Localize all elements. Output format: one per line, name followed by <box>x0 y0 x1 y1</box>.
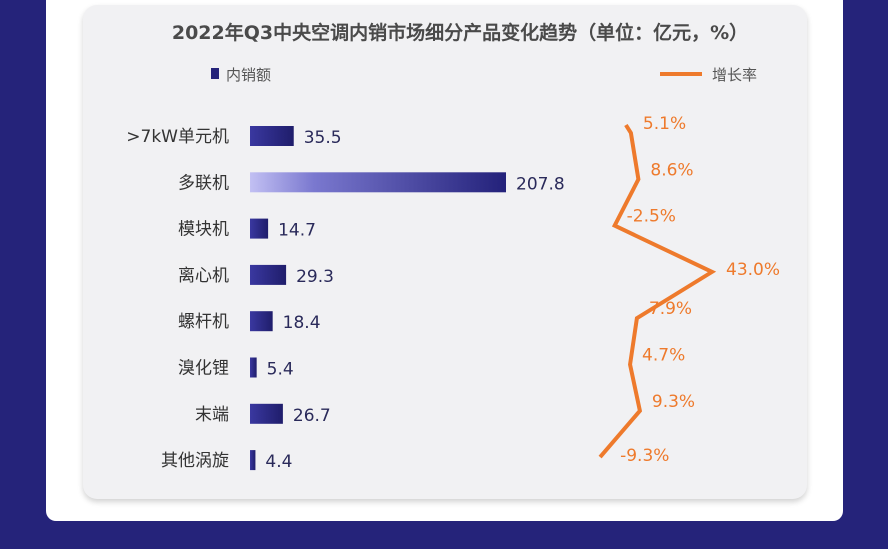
category-label: 离心机 <box>178 266 229 286</box>
category-label: 螺杆机 <box>178 312 229 332</box>
bar <box>250 264 287 285</box>
bar <box>250 126 294 146</box>
bar <box>250 218 269 239</box>
category-label: 模块机 <box>178 220 229 240</box>
category-label: >7kW单元机 <box>126 127 229 147</box>
bar-value-label: 5.4 <box>267 360 294 380</box>
bar-value-label: 18.4 <box>283 313 321 333</box>
bar-value-label: 207.8 <box>516 174 565 194</box>
bar-value-label: 29.3 <box>296 267 334 287</box>
growth-rate-label: 8.6% <box>650 160 693 180</box>
category-label: 溴化锂 <box>178 359 229 379</box>
legend-bar-label: 内销额 <box>226 66 271 84</box>
growth-rate-label: 7.9% <box>649 299 692 319</box>
chart-title: 2022年Q3中央空调内销市场细分产品变化趋势（单位：亿元，%） <box>172 21 748 44</box>
bar-value-label: 4.4 <box>265 452 292 472</box>
bar <box>250 403 283 424</box>
legend-bar-swatch <box>211 68 219 79</box>
category-label: 末端 <box>195 405 229 425</box>
bar-value-label: 35.5 <box>304 128 342 148</box>
category-label: 其他涡旋 <box>161 451 229 471</box>
bar <box>250 450 256 471</box>
growth-rate-label: 5.1% <box>643 114 686 134</box>
growth-rate-label: 9.3% <box>652 392 695 412</box>
growth-rate-label: -9.3% <box>620 446 669 466</box>
bar <box>250 357 257 378</box>
bar <box>250 311 273 332</box>
legend-line-label: 增长率 <box>712 66 757 84</box>
growth-rate-line <box>598 123 717 459</box>
bar <box>250 172 506 193</box>
growth-rate-label: 43.0% <box>726 260 780 280</box>
growth-rate-label: 4.7% <box>642 346 685 366</box>
chart-card <box>83 5 807 499</box>
bar-value-label: 26.7 <box>293 406 331 426</box>
growth-rate-label: -2.5% <box>627 207 676 227</box>
bar-value-label: 14.7 <box>278 221 316 241</box>
category-label: 多联机 <box>178 173 229 193</box>
